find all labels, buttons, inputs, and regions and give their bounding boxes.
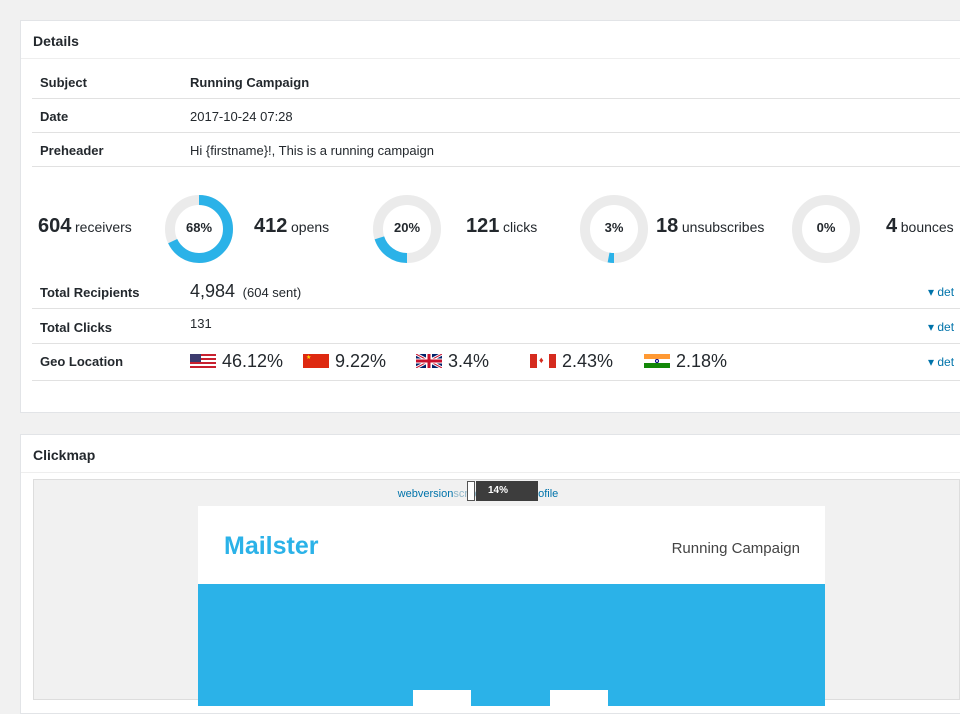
total-recipients-count: 4,984 xyxy=(190,281,236,301)
mailster-logo: Mailster xyxy=(224,532,319,560)
opens-percent: 68% xyxy=(185,220,213,235)
detail-row-subject: Subject Running Campaign xyxy=(32,65,960,99)
geo-value: 3.4% xyxy=(448,351,490,371)
opens-label: opens xyxy=(291,219,330,235)
detail-label: Subject xyxy=(40,75,87,90)
total-recipients-value: 4,984 (604 sent) xyxy=(190,281,301,302)
total-recipients-label: Total Recipients xyxy=(40,285,140,300)
unsubscribes-count: 18 xyxy=(656,215,679,237)
unsubscribes-percent: 3% xyxy=(604,220,624,235)
detail-value: 2017-10-24 07:28 xyxy=(190,109,293,124)
geo-item-cn: ★ 9.22% xyxy=(303,351,386,372)
clicks-donut-chart xyxy=(373,195,441,263)
geo-location-details-link[interactable]: ▾ det xyxy=(928,355,955,369)
details-title: Details xyxy=(21,21,960,59)
geo-item-in: 2.18% xyxy=(644,351,727,372)
canada-flag-icon: ♦ xyxy=(530,354,556,368)
receivers-label: receivers xyxy=(75,219,132,235)
bounces-count: 4 xyxy=(886,215,898,237)
unsubscribes-label: unsubscribes xyxy=(681,219,765,235)
geo-item-gb: 3.4% xyxy=(416,351,489,372)
us-flag-icon xyxy=(190,354,216,368)
email-preview: Mailster Running Campaign xyxy=(198,506,825,706)
details-link-text: det xyxy=(937,355,955,369)
hero-shape xyxy=(413,690,471,706)
geo-value: 2.18% xyxy=(676,351,728,371)
clicks-label: clicks xyxy=(503,219,538,235)
clickmap-preview: webversionscribe | update profile 14% Ma… xyxy=(33,479,960,706)
bounces-donut-chart xyxy=(792,195,860,263)
total-recipients-row: Total Recipients 4,984 (604 sent) xyxy=(32,275,960,309)
clicks-stat: 121 clicks xyxy=(466,215,537,238)
total-clicks-count: 131 xyxy=(190,316,212,331)
clickmap-highlight xyxy=(467,481,475,501)
email-hero-banner xyxy=(198,584,825,706)
opens-count: 412 xyxy=(254,215,288,237)
clicks-donut: 20% xyxy=(371,193,443,265)
detail-row-date: Date 2017-10-24 07:28 xyxy=(32,99,960,133)
bounces-stat: 4 bounces xyxy=(886,215,954,238)
geo-value: 9.22% xyxy=(335,351,387,371)
uk-flag-icon xyxy=(416,354,442,368)
details-link-text: det xyxy=(937,285,955,299)
geo-value: 46.12% xyxy=(222,351,284,371)
email-campaign-title: Running Campaign xyxy=(671,540,800,557)
total-clicks-row: Total Clicks 131 xyxy=(32,310,960,344)
bounces-label: bounces xyxy=(900,219,954,235)
detail-value: Hi {firstname}!, This is a running campa… xyxy=(190,143,434,158)
total-clicks-label: Total Clicks xyxy=(40,320,113,335)
detail-row-preheader: Preheader Hi {firstname}!, This is a run… xyxy=(32,133,960,167)
clickmap-title: Clickmap xyxy=(21,435,960,473)
receivers-stat: 604 receivers xyxy=(38,215,132,238)
clicks-count: 121 xyxy=(466,215,500,237)
opens-stat: 412 opens xyxy=(254,215,329,238)
china-flag-icon: ★ xyxy=(303,354,329,368)
geo-location-label: Geo Location xyxy=(40,354,124,369)
details-link-text: det xyxy=(937,320,955,334)
unsubscribes-donut: 3% xyxy=(578,193,650,265)
hero-shape xyxy=(550,690,608,706)
total-recipients-details-link[interactable]: ▾ det xyxy=(928,285,955,299)
opens-donut: 68% xyxy=(163,193,235,265)
unsubscribes-stat: 18 unsubscribes xyxy=(656,215,764,238)
detail-value: Running Campaign xyxy=(190,75,310,90)
bounces-donut: 0% xyxy=(790,193,862,265)
detail-label: Date xyxy=(40,109,69,124)
opens-donut-chart xyxy=(165,195,233,263)
geo-location-row: Geo Location xyxy=(32,344,960,381)
geo-item-ca: ♦ 2.43% xyxy=(530,351,613,372)
bounces-percent: 0% xyxy=(816,220,836,235)
clicks-percent: 20% xyxy=(393,220,421,235)
geo-value: 2.43% xyxy=(562,351,614,371)
receivers-count: 604 xyxy=(38,215,72,237)
detail-label: Preheader xyxy=(40,143,104,158)
unsubscribes-donut-chart xyxy=(580,195,648,263)
geo-item-us: 46.12% xyxy=(190,351,283,372)
webversion-link[interactable]: webversion xyxy=(397,488,454,500)
total-recipients-sent: (604 sent) xyxy=(242,285,302,300)
clickmap-tooltip: 14% xyxy=(476,481,538,501)
total-clicks-details-link[interactable]: ▾ det xyxy=(928,320,955,334)
india-flag-icon xyxy=(644,354,670,368)
